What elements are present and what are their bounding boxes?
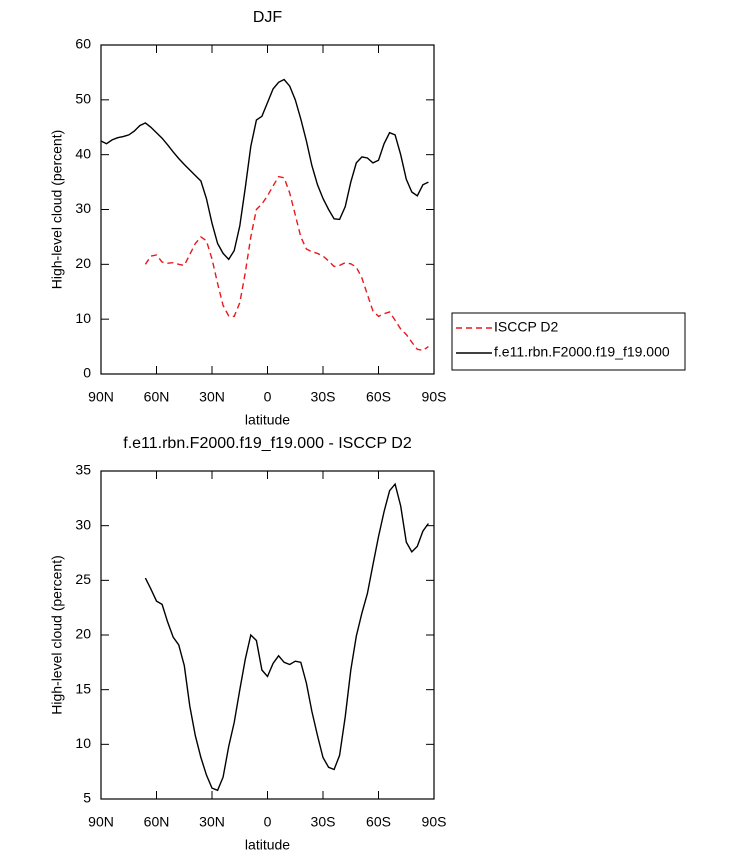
y-tick-label: 60 — [75, 36, 91, 52]
x-axis-label: latitude — [245, 837, 290, 853]
x-tick-label: 30N — [199, 389, 225, 405]
y-tick-label: 25 — [75, 571, 91, 587]
legend-label: f.e11.rbn.F2000.f19_f19.000 — [494, 344, 670, 360]
y-tick-label: 10 — [75, 310, 91, 326]
y-tick-label: 40 — [75, 145, 91, 161]
y-tick-label: 20 — [75, 626, 91, 642]
x-tick-label: 60S — [366, 389, 391, 405]
y-tick-label: 0 — [83, 365, 91, 381]
y-tick-label: 30 — [75, 200, 91, 216]
x-tick-label: 60S — [366, 814, 391, 830]
y-tick-label: 15 — [75, 680, 91, 696]
legend-box — [451, 312, 686, 371]
y-tick-label: 20 — [75, 255, 91, 271]
plot-frame — [100, 44, 435, 375]
legend-label: ISCCP D2 — [494, 319, 559, 335]
series-line — [144, 482, 429, 792]
x-tick-label: 60N — [144, 389, 170, 405]
x-tick-label: 0 — [264, 814, 272, 830]
chart-title: DJF — [253, 9, 283, 26]
x-tick-label: 90S — [422, 814, 447, 830]
y-axis-label: High-level cloud (percent) — [49, 130, 65, 290]
series-line — [144, 175, 429, 352]
y-axis-label: High-level cloud (percent) — [49, 555, 65, 715]
x-tick-label: 90S — [422, 389, 447, 405]
plot-frame — [100, 470, 435, 800]
y-tick-label: 5 — [83, 790, 91, 806]
x-tick-label: 90N — [88, 389, 114, 405]
x-tick-label: 0 — [264, 389, 272, 405]
chart-title: f.e11.rbn.F2000.f19_f19.000 - ISCCP D2 — [123, 435, 412, 452]
y-tick-label: 30 — [75, 516, 91, 532]
x-tick-label: 30S — [311, 389, 336, 405]
y-tick-label: 50 — [75, 91, 91, 107]
y-tick-label: 35 — [75, 462, 91, 478]
series-line — [100, 78, 429, 261]
y-tick-label: 10 — [75, 735, 91, 751]
x-tick-label: 30N — [199, 814, 225, 830]
x-tick-label: 90N — [88, 814, 114, 830]
x-tick-label: 30S — [311, 814, 336, 830]
x-axis-label: latitude — [245, 412, 290, 428]
x-tick-label: 60N — [144, 814, 170, 830]
